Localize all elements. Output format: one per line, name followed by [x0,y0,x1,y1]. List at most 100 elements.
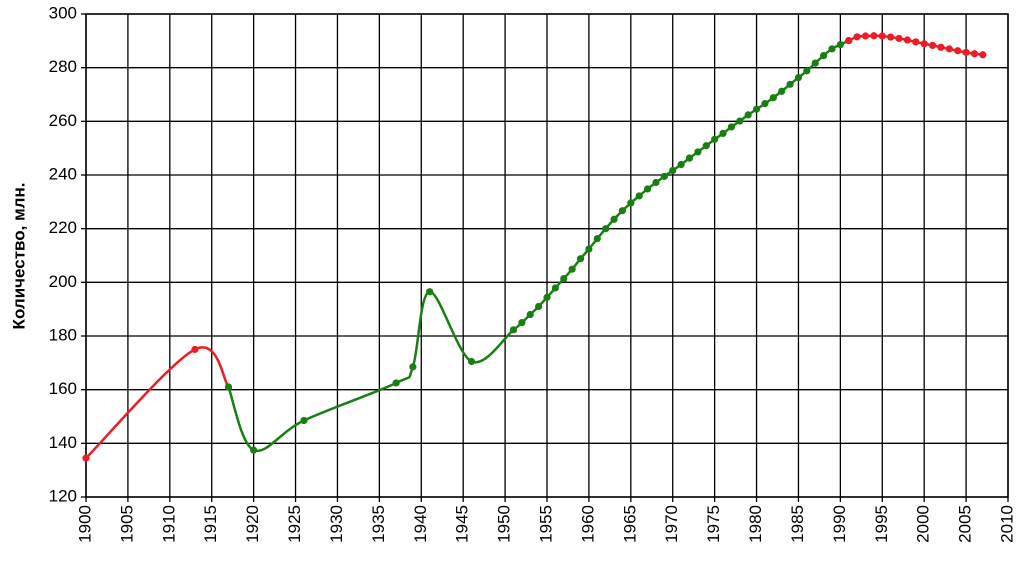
data-point [719,129,727,138]
data-point [711,135,719,143]
data-point [903,36,912,44]
data-point [526,310,534,319]
data-point [643,185,652,193]
y-tick-label: 140 [49,433,77,452]
y-tick-label: 160 [49,379,77,398]
x-tick-label: 1920 [243,505,262,543]
x-tick-label: 1945 [453,505,472,543]
data-point [920,40,928,48]
data-point [568,265,576,273]
data-point [962,48,970,56]
data-point [467,357,476,366]
data-point [426,288,434,296]
data-point [836,40,844,49]
data-point [543,293,551,301]
data-point [535,302,543,311]
x-tick-label: 1950 [495,505,514,543]
data-point [585,245,593,253]
data-point [979,51,987,59]
x-tick-label: 1930 [327,505,346,543]
data-point [736,117,744,125]
data-point [778,87,786,95]
data-point [794,73,803,82]
data-point [878,32,886,40]
data-point [853,33,861,41]
data-point [518,318,526,327]
x-tick-label: 1940 [411,505,430,543]
x-tick-label: 1910 [159,505,178,543]
y-tick-label: 200 [49,272,77,291]
x-tick-label: 1900 [75,505,94,543]
data-point [828,45,836,53]
data-point [392,379,400,387]
data-point [861,32,870,40]
x-tick-label: 1995 [872,505,891,543]
data-point [820,51,828,60]
data-point [870,32,878,40]
data-point [669,166,677,175]
x-tick-label: 1955 [536,505,555,543]
data-point [895,34,903,43]
data-point [811,59,819,67]
data-point [191,345,199,354]
data-point [727,123,736,131]
x-tick-label: 1905 [117,505,136,543]
data-point [660,172,668,180]
data-point [610,215,618,223]
data-point [761,100,769,108]
y-tick-label: 240 [49,164,77,183]
data-point [702,142,710,150]
y-axis-label: Количество, млн. [9,183,28,330]
x-tick-label: 1960 [578,505,597,543]
data-point [618,207,627,215]
data-point [677,160,685,169]
x-tick-label: 1915 [201,505,220,543]
data-point [551,284,559,292]
data-point [970,50,979,58]
y-tick-label: 180 [49,325,77,344]
x-tick-label: 1935 [369,505,388,543]
data-point [752,105,761,113]
x-tick-label: 1975 [704,505,723,543]
data-point [786,80,794,88]
y-tick-label: 300 [49,3,77,22]
data-point [224,383,233,391]
x-tick-label: 1980 [746,505,765,543]
data-point [652,178,660,187]
x-tick-label: 1985 [788,505,807,543]
x-tick-label: 1970 [662,505,681,543]
data-point [602,225,610,233]
data-point [803,67,811,75]
data-point [593,234,601,243]
data-point [560,274,568,283]
data-point [954,47,962,55]
data-point [509,326,518,334]
data-point [887,33,895,41]
data-point [937,43,945,51]
data-point [409,363,417,371]
y-tick-label: 260 [49,111,77,130]
series-line [85,346,230,459]
x-tick-label: 1990 [830,505,849,543]
data-point [945,45,953,53]
plot-frame [85,13,1009,498]
y-tick-label: 120 [49,486,77,505]
data-point [685,154,694,162]
x-tick-label: 2005 [956,505,975,543]
y-tick-label: 220 [49,218,77,237]
data-point [769,94,777,102]
x-tick-label: 1925 [285,505,304,543]
x-tick-label: 1965 [620,505,639,543]
data-point [744,111,752,119]
data-point [82,454,90,462]
data-point [845,36,853,45]
data-point [928,41,937,49]
data-point [250,446,258,454]
y-tick-label: 280 [49,57,77,76]
data-point [694,148,702,156]
data-point [635,192,643,200]
x-tick-label: 2000 [914,505,933,543]
data-point [300,416,308,425]
data-point [576,255,585,263]
